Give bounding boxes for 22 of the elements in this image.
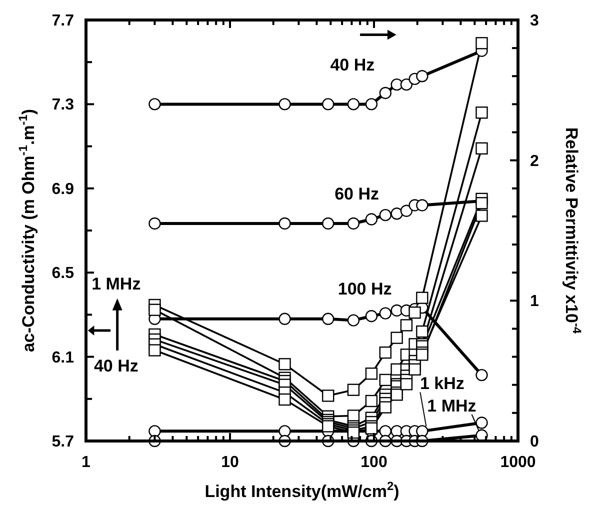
series-label: 60 Hz	[334, 184, 380, 204]
annotation: 40 Hz	[94, 356, 138, 376]
series-label: 1 kHz	[420, 374, 464, 394]
x-tick-label: 1000	[500, 454, 536, 471]
y-tick-label: 7.7	[52, 12, 74, 30]
x-tick-label: 10	[221, 454, 239, 471]
x-tick-label: 100	[360, 454, 388, 471]
series-label: 100 Hz	[338, 279, 392, 298]
y-tick-label: 6.9	[52, 180, 74, 198]
y-tick-label: 6.5	[52, 265, 74, 282]
y-tick-label: 6.1	[52, 349, 74, 366]
x-axis-title: Light Intensity(mW/cm$^{2}$)	[204, 479, 400, 501]
y2-tick-label: 2	[530, 152, 539, 170]
y2-tick-label: 0	[530, 434, 539, 450]
annotation: 1 MHz	[427, 396, 476, 416]
annotation: 1 MHz	[92, 274, 141, 294]
series-label: 40 Hz	[330, 56, 375, 75]
y2-tick-label: 3	[530, 12, 539, 30]
y2-tick-label: 1	[530, 293, 539, 310]
x-tick-label: 1	[82, 454, 91, 471]
y-tick-label: 5.7	[52, 434, 74, 450]
y-tick-label: 7.3	[52, 96, 74, 114]
